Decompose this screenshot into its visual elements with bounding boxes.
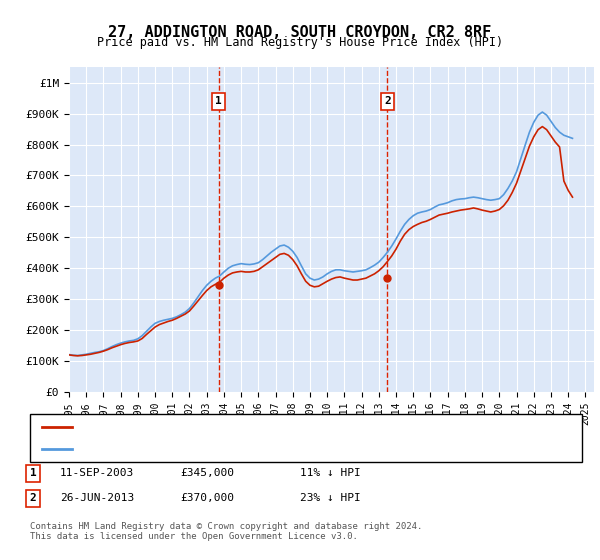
Text: £370,000: £370,000 [180,493,234,503]
Text: Price paid vs. HM Land Registry's House Price Index (HPI): Price paid vs. HM Land Registry's House … [97,36,503,49]
Text: Contains HM Land Registry data © Crown copyright and database right 2024.
This d: Contains HM Land Registry data © Crown c… [30,522,422,542]
Text: 1: 1 [29,468,37,478]
Text: 23% ↓ HPI: 23% ↓ HPI [300,493,361,503]
Text: £345,000: £345,000 [180,468,234,478]
Text: 26-JUN-2013: 26-JUN-2013 [60,493,134,503]
Text: 27, ADDINGTON ROAD, SOUTH CROYDON, CR2 8RF: 27, ADDINGTON ROAD, SOUTH CROYDON, CR2 8… [109,25,491,40]
Text: 1: 1 [215,96,222,106]
Text: 2: 2 [384,96,391,106]
Text: 27, ADDINGTON ROAD, SOUTH CROYDON, CR2 8RF (detached house): 27, ADDINGTON ROAD, SOUTH CROYDON, CR2 8… [78,422,447,432]
Text: 11-SEP-2003: 11-SEP-2003 [60,468,134,478]
Text: 11% ↓ HPI: 11% ↓ HPI [300,468,361,478]
Text: 2: 2 [29,493,37,503]
Text: HPI: Average price, detached house, Croydon: HPI: Average price, detached house, Croy… [78,444,347,454]
